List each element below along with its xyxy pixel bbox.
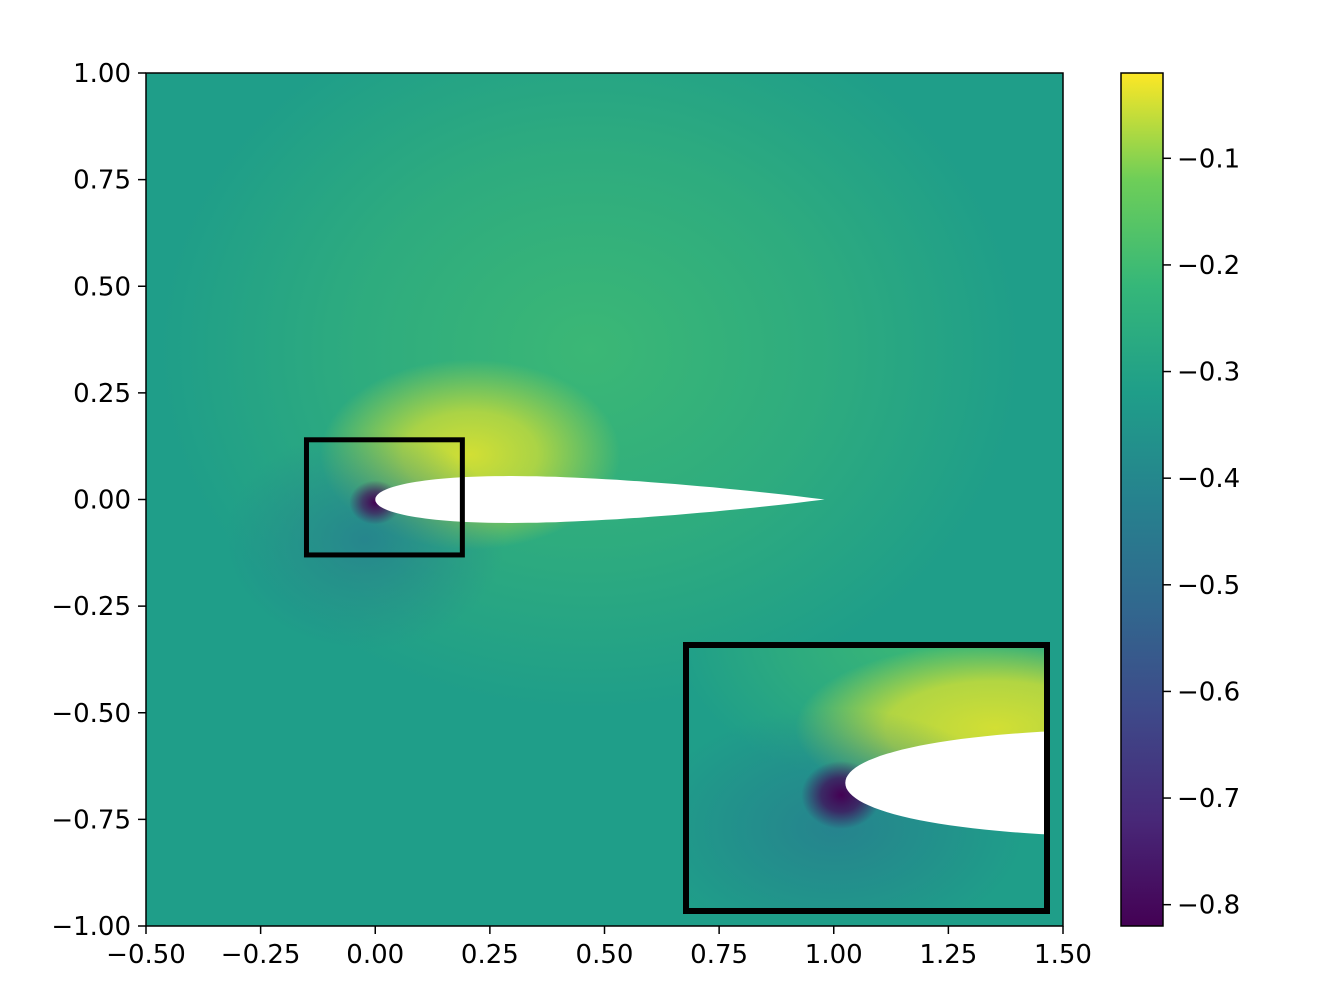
inset-airfoil-shape [845, 731, 1047, 835]
inset-border [683, 642, 1050, 914]
x-tick-label: 0.00 [346, 940, 404, 970]
zoom-inset [683, 642, 1050, 914]
y-tick-label: 0.50 [73, 272, 131, 302]
y-axis: 1.00 0.75 0.50 0.25 0.00 −0.25 −0.50 −0.75 −1.00 [51, 59, 146, 942]
x-tick-label: 1.50 [1034, 940, 1092, 970]
x-tick-label: 1.25 [919, 940, 977, 970]
x-axis: −0.50 −0.25 0.00 0.25 0.50 0.75 1.00 1.25 1.50 [106, 926, 1092, 970]
y-tick-label: −0.75 [51, 805, 131, 835]
colorbar-tick-label: −0.2 [1177, 251, 1240, 281]
x-tick-label: −0.50 [106, 940, 186, 970]
x-tick-label: 0.75 [690, 940, 748, 970]
x-tick-label: −0.25 [221, 940, 301, 970]
y-tick-label: −0.50 [51, 699, 131, 729]
zoom-region-box [303, 437, 465, 558]
airfoil-shape [375, 476, 825, 523]
x-tick-label: 0.50 [576, 940, 634, 970]
colorbar-tick-label: −0.5 [1177, 571, 1240, 601]
y-tick-label: 0.25 [73, 379, 131, 409]
x-tick-label: 0.25 [461, 940, 519, 970]
colorbar-tick-label: −0.8 [1177, 891, 1240, 921]
pressure-field [146, 73, 1063, 926]
colorbar-ticks: −0.1 −0.2 −0.3 −0.4 −0.5 −0.6 −0.7 −0.8 [1163, 144, 1240, 921]
x-tick-label: 1.00 [805, 940, 863, 970]
colorbar-gradient [1120, 72, 1164, 927]
colorbar-tick-label: −0.7 [1177, 784, 1240, 814]
y-tick-label: −0.25 [51, 592, 131, 622]
field-features [160, 73, 1020, 710]
y-tick-label: 1.00 [73, 59, 131, 89]
y-tick-label: 0.00 [73, 486, 131, 516]
colorbar-tick-label: −0.1 [1177, 144, 1240, 174]
heatmap-axes: −0.50 −0.25 0.00 0.25 0.50 0.75 1.00 1.25 1.50 1… [51, 59, 1092, 970]
y-tick-label: −1.00 [51, 912, 131, 942]
colorbar: −0.1 −0.2 −0.3 −0.4 −0.5 −0.6 −0.7 −0.8 [1120, 72, 1240, 927]
colorbar-tick-label: −0.4 [1177, 464, 1240, 494]
y-tick-label: 0.75 [73, 166, 131, 196]
colorbar-tick-label: −0.3 [1177, 358, 1240, 388]
colorbar-tick-label: −0.6 [1177, 677, 1240, 707]
